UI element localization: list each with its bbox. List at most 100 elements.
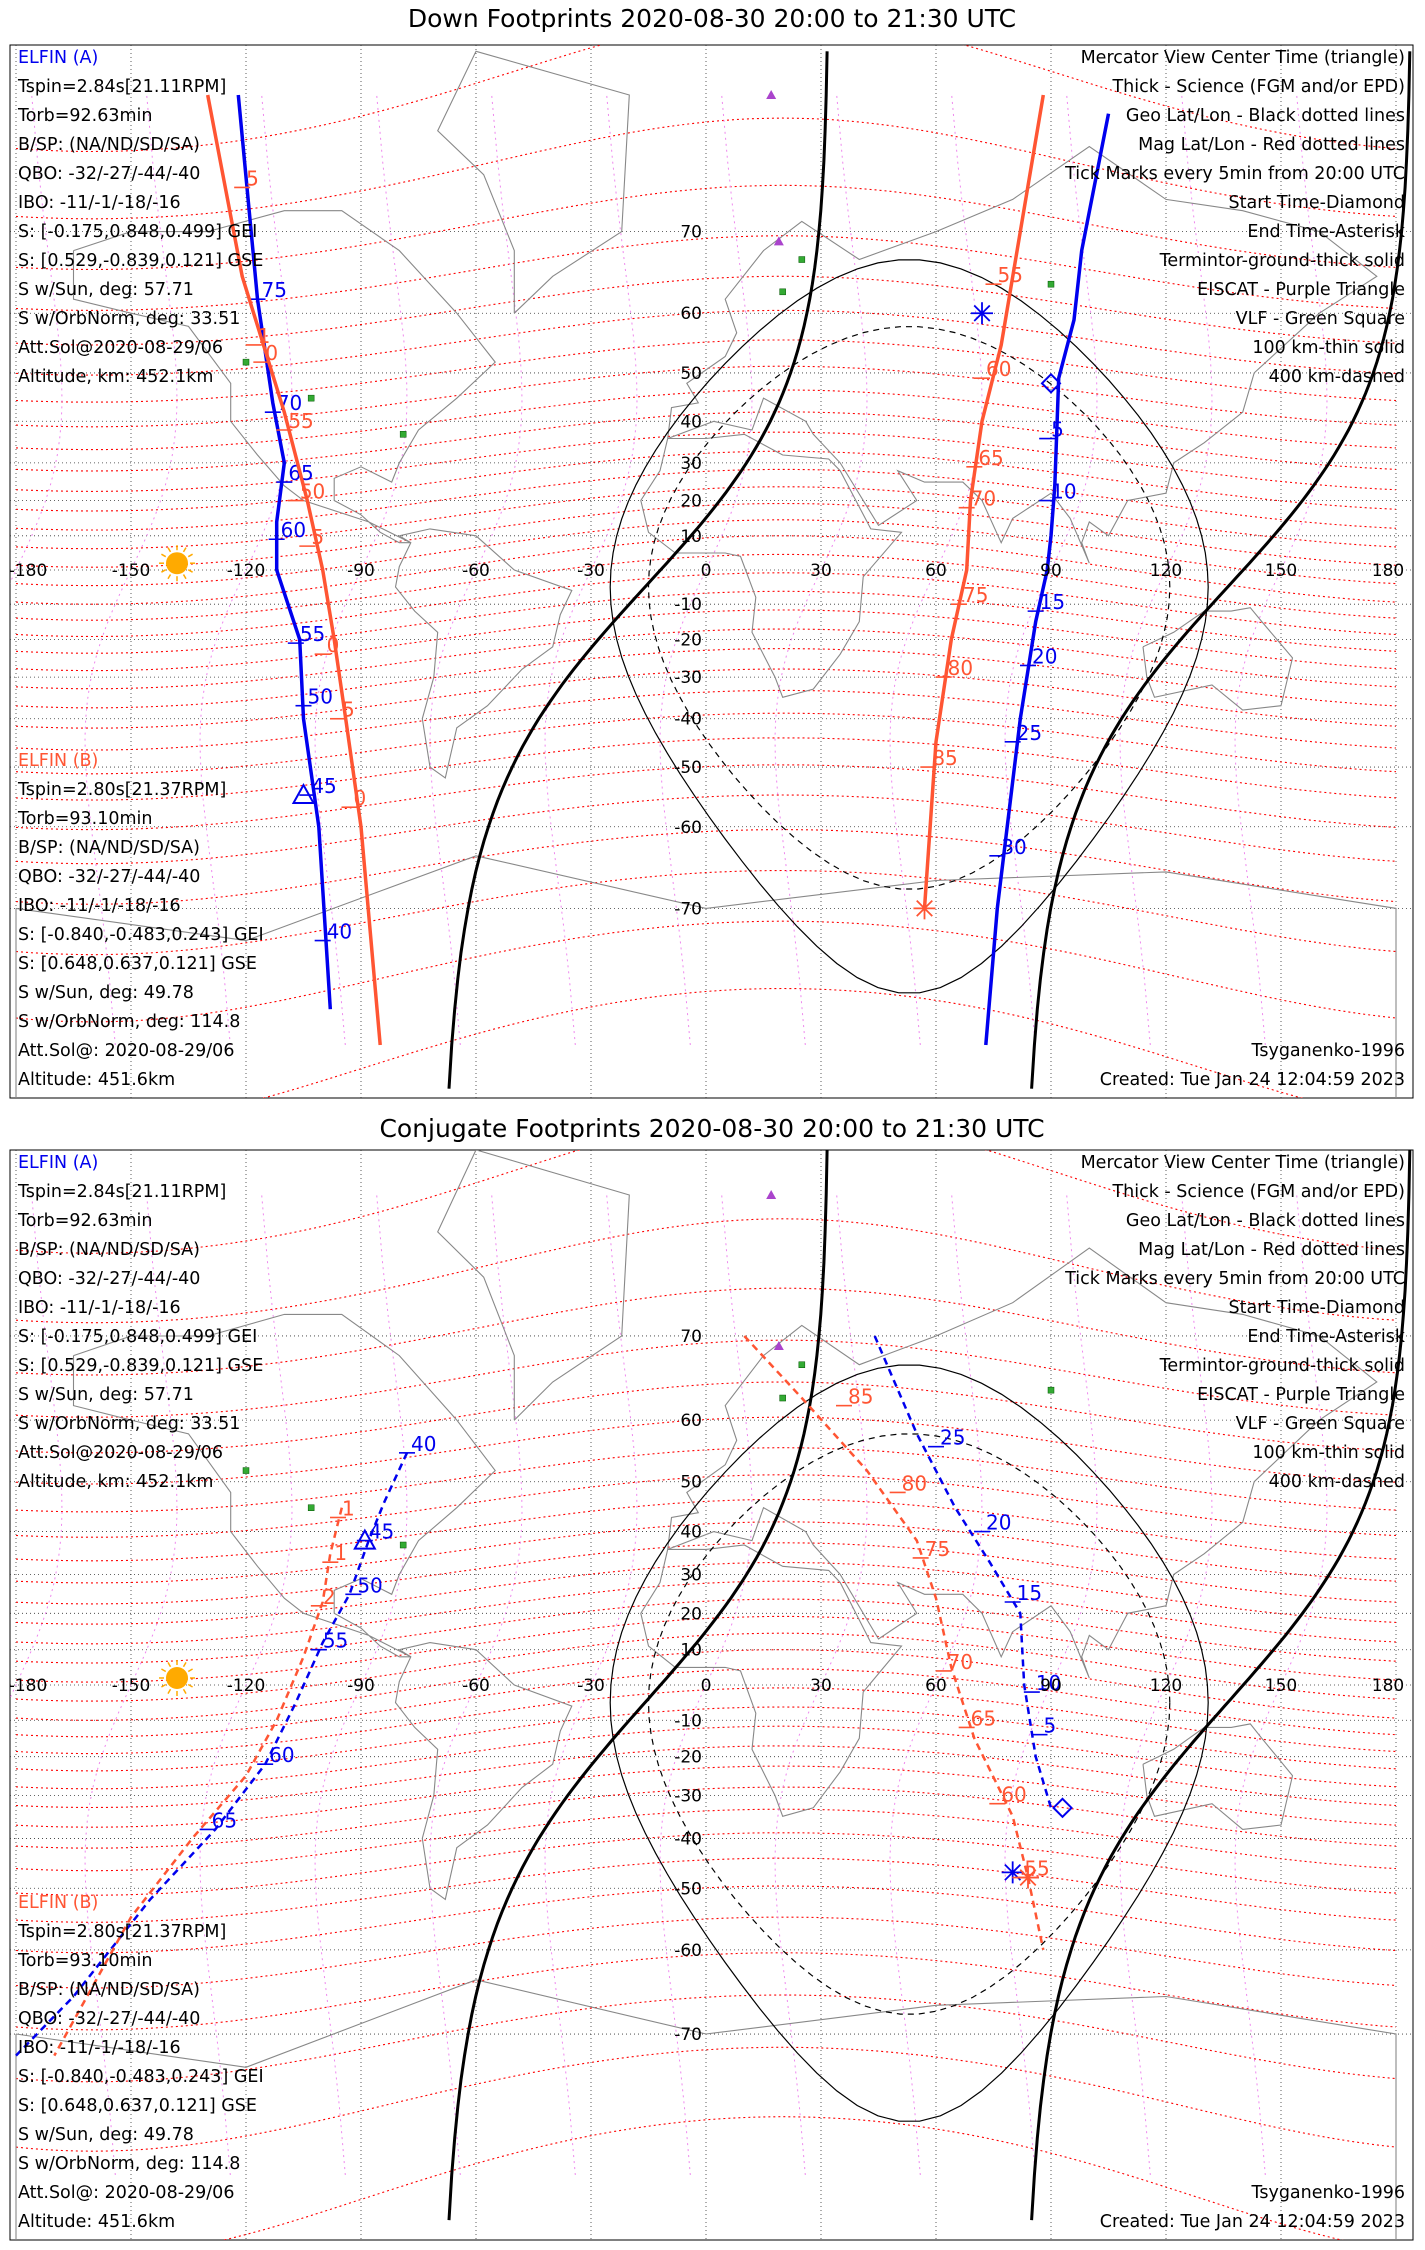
mag-lat-line <box>15 553 1397 621</box>
elfin-b-line: B/SP: (NA/ND/SD/SA) <box>18 838 200 858</box>
mag-lat-line <box>15 1615 1397 1683</box>
sun-icon <box>159 1659 195 1696</box>
sun-ray <box>161 1683 167 1688</box>
tick-label: 50 <box>308 685 333 709</box>
mag-lat-line <box>15 450 1397 512</box>
start-diamond <box>1052 1797 1073 1819</box>
sun-disc <box>166 552 188 575</box>
tick-label: 25 <box>1017 721 1042 745</box>
mag-lat-line <box>15 1706 1397 1772</box>
legend-item: Start Time-Diamond <box>1229 193 1405 213</box>
elfin-b-name: ELFIN (B) <box>18 1893 98 1913</box>
elfin-b-line: B/SP: (NA/ND/SD/SA) <box>18 1980 200 2000</box>
legend-item: VLF - Green Square <box>1236 309 1405 329</box>
coastline <box>640 1544 903 1817</box>
y-tick-label: 60 <box>680 1411 702 1431</box>
elfin-a-line: S: [-0.175,0.848,0.499] GEI <box>18 222 257 242</box>
mag-lat-line <box>15 339 1397 403</box>
tick-label: 55 <box>323 1629 348 1653</box>
legend-item: Geo Lat/Lon - Black dotted lines <box>1126 1211 1405 1231</box>
tick-label: 55 <box>998 263 1023 287</box>
coastline <box>437 50 630 314</box>
mag-lon-line <box>544 1194 638 2176</box>
mag-lat-line <box>15 1786 1397 1849</box>
x-tick-label: 90 <box>1040 561 1062 581</box>
elfin-b-line: Att.Sol@: 2020-08-29/06 <box>18 1041 234 1061</box>
vlf-square <box>242 1467 250 1474</box>
elfin-a-line: B/SP: (NA/ND/SD/SA) <box>18 135 200 155</box>
asterisk-stroke <box>916 899 933 917</box>
end-asterisk <box>1017 1866 1039 1889</box>
elfin-a-line: Att.Sol@2020-08-29/06 <box>18 338 223 358</box>
x-tick-label: -90 <box>347 561 375 581</box>
tick-label: 70 <box>971 487 996 511</box>
legend-item: Termintor-ground-thick solid <box>1159 1356 1405 1376</box>
x-tick-label: -180 <box>9 561 48 581</box>
mag-lat-line <box>15 920 1397 1023</box>
elfin-b-line: S w/OrbNorm, deg: 114.8 <box>18 2154 240 2174</box>
tick-label: 40 <box>327 920 352 944</box>
mag-lon-line <box>774 1194 868 2176</box>
mag-lat-line <box>15 1339 1397 1418</box>
vlf-square <box>779 288 786 296</box>
mag-lat-line <box>15 794 1397 865</box>
mag-lat-line <box>15 1416 1397 1485</box>
x-tick-label: -60 <box>462 1676 490 1696</box>
tick-label: 85 <box>848 1385 873 1409</box>
chart-title: Conjugate Footprints 2020-08-30 20:00 to… <box>379 1114 1044 1143</box>
tick-label: 75 <box>925 1537 950 1561</box>
legend-item: VLF - Green Square <box>1236 1414 1405 1434</box>
x-tick-label: -180 <box>9 1676 48 1696</box>
tick-label: 75 <box>963 583 988 607</box>
elfin-a-line: IBO: -11/-1/-18/-16 <box>18 1298 181 1318</box>
y-tick-label: -70 <box>674 899 702 919</box>
tick-label: 45 <box>369 1520 394 1544</box>
eiscat-triangle <box>773 236 784 246</box>
elfin-a-line: S: [0.529,-0.839,0.121] GSE <box>18 1356 263 1376</box>
ground-stations <box>242 1190 1055 1549</box>
legend-item: Thick - Science (FGM and/or EPD) <box>1111 1182 1405 1202</box>
mag-lat-line <box>15 1725 1397 1790</box>
mag-lon-line <box>429 1194 523 2176</box>
mag-lat-line <box>15 1381 1397 1454</box>
legend-item: Mag Lat/Lon - Red dotted lines <box>1138 135 1405 155</box>
elfin-a-line: Att.Sol@2020-08-29/06 <box>18 1443 223 1463</box>
vlf-square <box>1047 1386 1055 1394</box>
elfin-b-track: 1 1 2 85 80 75 70 65 60 55 <box>53 1335 1050 2057</box>
tick-label: 5 <box>311 525 324 549</box>
asterisk-stroke <box>1019 1869 1037 1886</box>
terminator-line-west <box>447 51 829 1089</box>
terminator <box>447 51 1412 1089</box>
tick-label: 0 <box>265 341 278 365</box>
axis-labels: -180 -150 -120 -90 -60 -30 0 30 60 90 120 150 180706… <box>9 1327 1405 2045</box>
mag-lat-line <box>15 1832 1397 1896</box>
mag-lat-line <box>15 184 1397 271</box>
end-asterisk <box>913 897 936 920</box>
elfin-a-line: QBO: -32/-27/-44/-40 <box>18 1269 200 1289</box>
elfin-b-line: Tspin=2.80s[21.37RPM] <box>17 1922 226 1942</box>
mag-lon-line <box>199 1194 293 2176</box>
mag-lat-line <box>15 1287 1397 1376</box>
coastline <box>72 210 496 544</box>
mag-lat-line <box>15 1218 1397 1324</box>
y-tick-label: 20 <box>680 492 702 512</box>
elfin-a-line: S: [0.529,-0.839,0.121] GSE <box>18 251 263 271</box>
x-tick-label: 30 <box>810 561 832 581</box>
legend-item: 100 km-thin solid <box>1252 338 1405 358</box>
center-triangle <box>353 1528 377 1550</box>
mag-lat-line <box>15 389 1397 451</box>
mag-lon-line <box>544 94 638 1046</box>
sun-ray <box>167 1662 172 1668</box>
elfin-b-line: Att.Sol@: 2020-08-29/06 <box>18 2183 234 2203</box>
mag-lon-line <box>1004 1194 1098 2176</box>
sun-ray <box>161 1668 167 1673</box>
legend: Mercator View Center Time (triangle) Thic… <box>1064 48 1406 387</box>
elfin-b-line: QBO: -32/-27/-44/-40 <box>18 867 200 887</box>
elfin-a-line: S: [-0.175,0.848,0.499] GEI <box>18 1327 257 1347</box>
created-label: Created: Tue Jan 24 12:04:59 2023 <box>1100 1070 1405 1090</box>
elfin-a-line: IBO: -11/-1/-18/-16 <box>18 193 181 213</box>
coastline <box>394 1642 573 1901</box>
sun-ray <box>161 569 167 573</box>
sun-ray <box>182 1662 187 1668</box>
